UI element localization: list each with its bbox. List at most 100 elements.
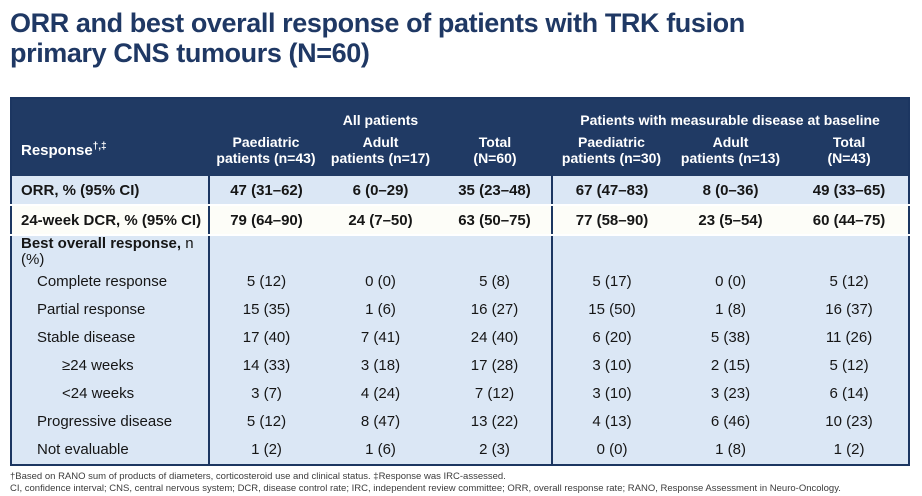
table-row: <24 weeks 3 (7) 4 (24) 7 (12) 3 (10) 3 (23) 6 … — [11, 379, 910, 408]
cell-value: 0 (0) — [323, 267, 438, 296]
row-label: ORR, % (95% CI) — [11, 176, 210, 207]
cell-value: 2 (15) — [671, 351, 791, 380]
footnote-line2: CI, confidence interval; CNS, central ne… — [10, 483, 841, 495]
cell-value: 5 (12) — [209, 407, 323, 436]
slide: ORR and best overall response of patient… — [0, 8, 922, 494]
table-row: Best overall response, n (%) — [11, 235, 910, 268]
row-label: Not evaluable — [11, 435, 210, 465]
cell-value: 3 (10) — [552, 379, 672, 408]
cell-value: 47 (31–62) — [209, 176, 323, 207]
cell-value: 16 (37) — [790, 295, 910, 324]
cell-value: 3 (10) — [552, 351, 672, 380]
page-title-line2: primary CNS tumours (N=60) — [10, 38, 370, 69]
table-row: Not evaluable 1 (2) 1 (6) 2 (3) 0 (0) 1 (8) 1 … — [11, 435, 910, 465]
cell-value: 5 (17) — [552, 267, 672, 296]
column-header-paediatric-all: Paediatric patients (n=43) — [209, 128, 323, 177]
response-table: All patients Patients with measurable di… — [10, 97, 911, 466]
cell-value: 67 (47–83) — [552, 176, 672, 207]
cell-value: 63 (50–75) — [438, 205, 554, 237]
cell-value: 49 (33–65) — [790, 176, 910, 207]
row-label: ≥24 weeks — [11, 351, 210, 380]
cell-value — [209, 235, 323, 268]
column-header-paediatric-measurable: Paediatric patients (n=30) — [552, 128, 672, 177]
column-header-total-all: Total (N=60) — [438, 128, 553, 177]
group-header-all-patients: All patients — [209, 98, 553, 129]
cell-value: 3 (7) — [209, 379, 323, 408]
table-row: Progressive disease 5 (12) 8 (47) 13 (22) 4 … — [11, 407, 910, 436]
table-row: 24-week DCR, % (95% CI) 79 (64–90) 24 (7–5… — [11, 205, 910, 237]
cell-value: 5 (8) — [438, 267, 554, 296]
cell-value: 5 (38) — [671, 323, 791, 352]
cell-value: 14 (33) — [209, 351, 323, 380]
column-header-total-measurable: Total (N=43) — [790, 128, 910, 177]
cell-value: 6 (14) — [790, 379, 910, 408]
cell-value: 15 (50) — [552, 295, 672, 324]
column-header-row: Response†,‡ Paediatric patients (n=43) Ad… — [11, 128, 910, 177]
footnotes: †Based on RANO sum of products of diamet… — [10, 471, 922, 496]
cell-value: 5 (12) — [790, 351, 910, 380]
group-header-measurable-disease: Patients with measurable disease at base… — [552, 98, 910, 129]
page-title-line1: ORR and best overall response of patient… — [10, 8, 745, 38]
response-footnote-marks: †,‡ — [92, 141, 107, 153]
cell-value: 1 (2) — [790, 435, 910, 465]
cell-value: 1 (8) — [671, 295, 791, 324]
table-row: ≥24 weeks 14 (33) 3 (18) 17 (28) 3 (10) 2 (15… — [11, 351, 910, 380]
cell-value: 8 (0–36) — [671, 176, 791, 207]
cell-value — [671, 235, 791, 268]
cell-value: 3 (23) — [671, 379, 791, 408]
cell-value — [438, 235, 554, 268]
row-label: <24 weeks — [11, 379, 210, 408]
corner-spacer — [11, 98, 209, 129]
cell-value: 35 (23–48) — [438, 176, 554, 207]
cell-value: 6 (20) — [552, 323, 672, 352]
cell-value — [552, 235, 672, 268]
cell-value: 1 (6) — [323, 295, 438, 324]
column-header-adult-measurable: Adult patients (n=13) — [671, 128, 791, 177]
cell-value: 4 (13) — [552, 407, 672, 436]
cell-value: 7 (12) — [438, 379, 554, 408]
cell-value: 3 (18) — [323, 351, 438, 380]
footnote-line1: †Based on RANO sum of products of diamet… — [10, 470, 506, 482]
cell-value: 17 (28) — [438, 351, 554, 380]
row-label: Progressive disease — [11, 407, 210, 436]
cell-value — [323, 235, 438, 268]
cell-value: 24 (40) — [438, 323, 554, 352]
cell-value: 1 (2) — [209, 435, 323, 465]
row-label: Partial response — [11, 295, 210, 324]
cell-value: 0 (0) — [552, 435, 672, 465]
row-label: 24-week DCR, % (95% CI) — [11, 205, 210, 237]
cell-value: 77 (58–90) — [552, 205, 672, 237]
cell-value: 10 (23) — [790, 407, 910, 436]
cell-value: 0 (0) — [671, 267, 791, 296]
cell-value: 17 (40) — [209, 323, 323, 352]
group-header-row: All patients Patients with measurable di… — [11, 98, 910, 129]
cell-value: 1 (8) — [671, 435, 791, 465]
cell-value: 5 (12) — [209, 267, 323, 296]
cell-value: 23 (5–54) — [671, 205, 791, 237]
table-row: ORR, % (95% CI) 47 (31–62) 6 (0–29) 35 (23–… — [11, 176, 910, 207]
cell-value: 11 (26) — [790, 323, 910, 352]
table-header: All patients Patients with measurable di… — [11, 98, 910, 177]
table-row: Stable disease 17 (40) 7 (41) 24 (40) 6 (20)… — [11, 323, 910, 352]
cell-value: 2 (3) — [438, 435, 554, 465]
cell-value: 8 (47) — [323, 407, 438, 436]
column-header-response: Response†,‡ — [11, 128, 209, 177]
row-label: Complete response — [11, 267, 210, 296]
cell-value: 13 (22) — [438, 407, 554, 436]
cell-value: 7 (41) — [323, 323, 438, 352]
cell-value: 60 (44–75) — [790, 205, 910, 237]
cell-value: 4 (24) — [323, 379, 438, 408]
cell-value: 16 (27) — [438, 295, 554, 324]
cell-value: 6 (46) — [671, 407, 791, 436]
cell-value — [790, 235, 910, 268]
table-row: Complete response 5 (12) 0 (0) 5 (8) 5 (17) 0… — [11, 267, 910, 296]
row-label: Best overall response, n (%) — [11, 235, 210, 268]
cell-value: 6 (0–29) — [323, 176, 438, 207]
cell-value: 15 (35) — [209, 295, 323, 324]
table-row: Partial response 15 (35) 1 (6) 16 (27) 15 (5… — [11, 295, 910, 324]
cell-value: 1 (6) — [323, 435, 438, 465]
cell-value: 5 (12) — [790, 267, 910, 296]
table-body: ORR, % (95% CI) 47 (31–62) 6 (0–29) 35 (23–… — [11, 176, 910, 465]
column-header-adult-all: Adult patients (n=17) — [323, 128, 438, 177]
cell-value: 79 (64–90) — [209, 205, 323, 237]
